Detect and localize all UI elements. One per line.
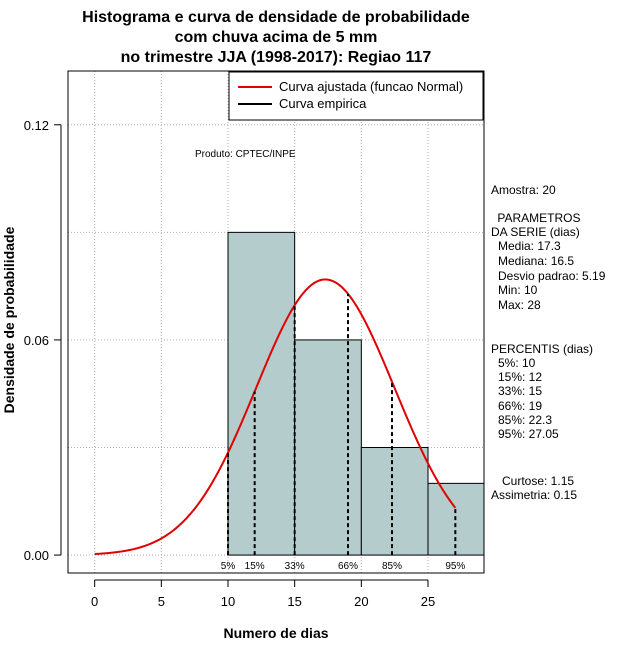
x-tick-label: 5 xyxy=(158,594,165,609)
percentil-5: 5%: 10 xyxy=(498,356,536,370)
normal-curve xyxy=(94,278,457,556)
percentile-label: 33% xyxy=(285,561,305,572)
x-axis-label: Numero de dias xyxy=(223,625,328,641)
histogram-bar xyxy=(360,447,429,556)
legend-box xyxy=(228,71,484,121)
x-tick-label: 15 xyxy=(287,594,301,609)
statistics-panel: Amostra: 20 PARAMETROS DA SERIE (dias) M… xyxy=(491,183,606,502)
param-media: Media: 17.3 xyxy=(498,239,561,253)
param-min: Min: 10 xyxy=(498,283,538,297)
curtose: Curtose: 1.15 xyxy=(502,474,574,488)
plot-frame xyxy=(67,70,485,574)
sample-size: Amostra: 20 xyxy=(491,183,556,197)
percentile-label: 95% xyxy=(445,561,465,572)
x-tick-label: 10 xyxy=(221,594,235,609)
percentile-label: 15% xyxy=(245,561,265,572)
title-line-3: no trimestre JJA (1998-2017): Regiao 117 xyxy=(121,49,432,66)
param-desvio: Desvio padrao: 5.19 xyxy=(498,269,606,283)
y-tick-label: 0.00 xyxy=(24,548,49,563)
assimetria: Assimetria: 0.15 xyxy=(491,488,577,502)
x-tick-label: 25 xyxy=(421,594,435,609)
title-line-1: Histograma e curva de densidade de proba… xyxy=(82,9,470,26)
x-tick-label: 0 xyxy=(91,594,98,609)
percentil-33: 33%: 15 xyxy=(498,384,542,398)
y-tick-label: 0.12 xyxy=(24,118,49,133)
y-axis-label: Densidade de probabilidade xyxy=(1,226,17,413)
percentile-labels: 5% 15% 33% 66% 85% 95% xyxy=(221,561,466,572)
percentile-lines xyxy=(227,293,457,556)
percentis-header: PERCENTIS (dias) xyxy=(491,342,593,356)
params-header-1: PARAMETROS xyxy=(494,211,580,225)
product-annotation: Produto: CPTEC/INPE xyxy=(195,149,296,160)
legend: Curva ajustada (funcao Normal) Curva emp… xyxy=(228,71,484,121)
percentil-15: 15%: 12 xyxy=(498,370,542,384)
histogram-bar xyxy=(294,339,362,556)
percentil-95: 95%: 27.05 xyxy=(498,427,559,441)
histogram-bar xyxy=(227,231,296,556)
params-header-2: DA SERIE (dias) xyxy=(491,225,580,239)
percentile-label: 5% xyxy=(221,561,236,572)
legend-label-empirical: Curva empirica xyxy=(279,96,367,111)
chart-title: Histograma e curva de densidade de proba… xyxy=(82,9,470,66)
x-axis: 0 5 10 15 20 25 xyxy=(91,579,435,609)
percentil-85: 85%: 22.3 xyxy=(498,413,552,427)
percentil-66: 66%: 19 xyxy=(498,399,542,413)
percentile-label: 66% xyxy=(338,561,358,572)
param-max: Max: 28 xyxy=(498,298,541,312)
histogram-bars xyxy=(227,231,485,556)
y-axis: 0.00 0.06 0.12 xyxy=(24,118,62,563)
param-mediana: Mediana: 16.5 xyxy=(498,254,574,268)
x-tick-label: 20 xyxy=(354,594,368,609)
title-line-2: com chuva acima de 5 mm xyxy=(175,29,378,46)
normal-curve-layer xyxy=(94,278,457,556)
legend-label-fitted: Curva ajustada (funcao Normal) xyxy=(279,79,463,94)
percentile-label: 85% xyxy=(382,561,402,572)
y-tick-label: 0.06 xyxy=(24,333,49,348)
